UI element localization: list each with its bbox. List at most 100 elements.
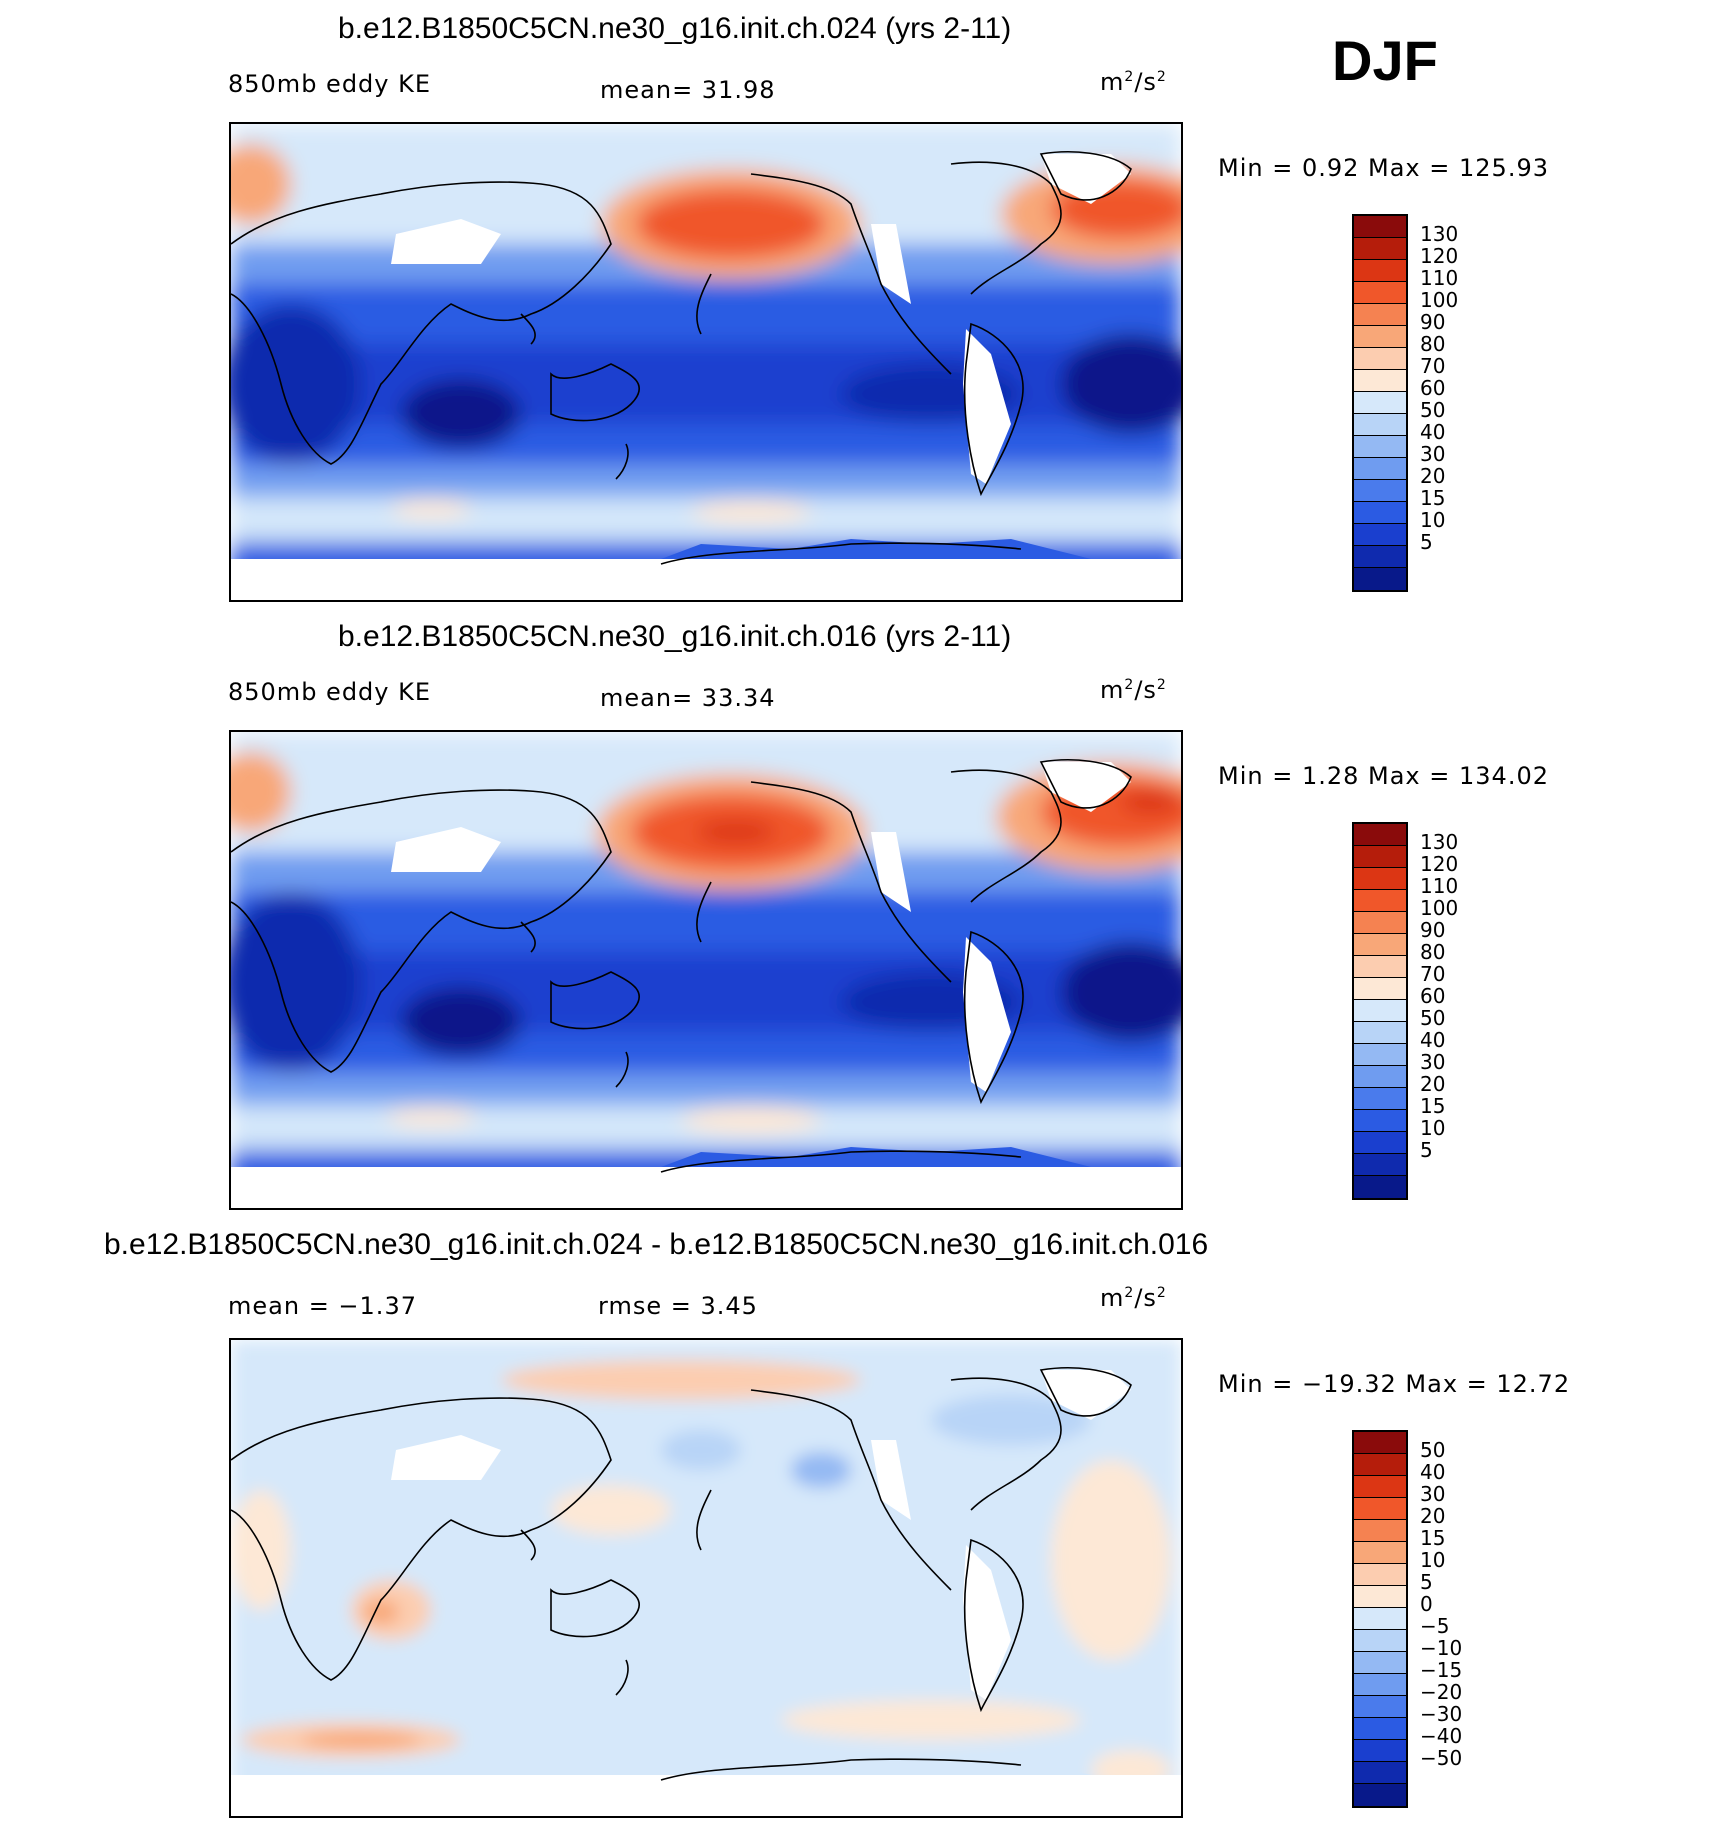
colorbar-tick-label: 40	[1420, 1460, 1446, 1484]
colorbar-segment	[1354, 1608, 1406, 1630]
colorbar-tick-label: 100	[1420, 896, 1459, 920]
colorbar-tick-label: 60	[1420, 984, 1446, 1008]
colorbar-segment	[1354, 1564, 1406, 1586]
panel-2-minmax: Min = 1.28 Max = 134.02	[1218, 762, 1549, 790]
colorbar-tick-label: 90	[1420, 310, 1446, 334]
colorbar-segment	[1354, 480, 1406, 502]
colorbar-segment	[1354, 1718, 1406, 1740]
panel-3-colorbar-labels: 50 40 30 20 15 10 5 0 −5 −10 −15 −20 −30 −40 −50	[1420, 1438, 1480, 1784]
colorbar-segment	[1354, 238, 1406, 260]
panel-1-variable-label: 850mb eddy KE	[228, 70, 432, 98]
panel-3-colorbar	[1352, 1430, 1408, 1808]
colorbar-tick-label: −20	[1420, 1680, 1463, 1704]
colorbar-segment	[1354, 956, 1406, 978]
colorbar-tick-label: 40	[1420, 420, 1446, 444]
colorbar-segment	[1354, 326, 1406, 348]
colorbar-tick-label: 5	[1420, 1570, 1433, 1594]
colorbar-segment	[1354, 1022, 1406, 1044]
panel-2-colorbar	[1352, 822, 1408, 1200]
panel-1-mean-label: mean= 31.98	[600, 76, 776, 104]
colorbar-tick-label: 30	[1420, 1050, 1446, 1074]
colorbar-tick-label: 5	[1420, 530, 1433, 554]
colorbar-tick-label: 120	[1420, 244, 1459, 268]
colorbar-segment	[1354, 524, 1406, 546]
colorbar-segment	[1354, 1110, 1406, 1132]
colorbar-segment	[1354, 1696, 1406, 1718]
colorbar-tick-label: 90	[1420, 918, 1446, 942]
colorbar-segment	[1354, 458, 1406, 480]
panel-1-units: m2/s2	[1100, 68, 1167, 96]
panel-3-rmse-label: rmse = 3.45	[598, 1292, 758, 1320]
colorbar-tick-label: 120	[1420, 852, 1459, 876]
colorbar-tick-label: −50	[1420, 1746, 1463, 1770]
colorbar-segment	[1354, 1674, 1406, 1696]
colorbar-tick-label: 15	[1420, 486, 1446, 510]
colorbar-segment	[1354, 502, 1406, 524]
colorbar-segment	[1354, 1586, 1406, 1608]
colorbar-segment	[1354, 1088, 1406, 1110]
panel-2-variable-label: 850mb eddy KE	[228, 678, 432, 706]
colorbar-segment	[1354, 216, 1406, 238]
colorbar-tick-label: 20	[1420, 464, 1446, 488]
colorbar-segment	[1354, 546, 1406, 568]
colorbar-tick-label: 20	[1420, 1504, 1446, 1528]
panel-2-mean-label: mean= 33.34	[600, 684, 776, 712]
colorbar-segment	[1354, 1432, 1406, 1454]
panel-1-map	[229, 122, 1183, 602]
colorbar-tick-label: 5	[1420, 1138, 1433, 1162]
panel-2-units: m2/s2	[1100, 676, 1167, 704]
panel-1-minmax: Min = 0.92 Max = 125.93	[1218, 154, 1549, 182]
colorbar-tick-label: −30	[1420, 1702, 1463, 1726]
colorbar-segment	[1354, 436, 1406, 458]
colorbar-tick-label: 50	[1420, 1006, 1446, 1030]
colorbar-tick-label: 30	[1420, 442, 1446, 466]
panel-1-title: b.e12.B1850C5CN.ne30_g16.init.ch.024 (yr…	[338, 12, 1012, 45]
panel-2-map	[229, 730, 1183, 1210]
colorbar-tick-label: 10	[1420, 1116, 1446, 1140]
colorbar-segment	[1354, 348, 1406, 370]
panel-3-mean-label: mean = −1.37	[228, 1292, 417, 1320]
colorbar-tick-label: 130	[1420, 222, 1459, 246]
colorbar-segment	[1354, 1066, 1406, 1088]
colorbar-tick-label: 0	[1420, 1592, 1433, 1616]
panel-3-map	[229, 1338, 1183, 1818]
panel-2-title: b.e12.B1850C5CN.ne30_g16.init.ch.016 (yr…	[338, 620, 1012, 653]
colorbar-segment	[1354, 1000, 1406, 1022]
colorbar-segment	[1354, 890, 1406, 912]
colorbar-segment	[1354, 1176, 1406, 1198]
colorbar-tick-label: −15	[1420, 1658, 1463, 1682]
colorbar-tick-label: 100	[1420, 288, 1459, 312]
panel-3-minmax: Min = −19.32 Max = 12.72	[1218, 1370, 1571, 1398]
panel-2-map-field	[231, 732, 1181, 1208]
colorbar-segment	[1354, 392, 1406, 414]
colorbar-tick-label: 80	[1420, 940, 1446, 964]
colorbar-segment	[1354, 846, 1406, 868]
panel-3-units: m2/s2	[1100, 1284, 1167, 1312]
colorbar-segment	[1354, 260, 1406, 282]
colorbar-segment	[1354, 868, 1406, 890]
panel-1-colorbar-labels: 130 120 110 100 90 80 70 60 50 40 30 20 15 10 5	[1420, 222, 1480, 568]
colorbar-tick-label: 10	[1420, 508, 1446, 532]
colorbar-segment	[1354, 1476, 1406, 1498]
colorbar-tick-label: 110	[1420, 266, 1459, 290]
colorbar-segment	[1354, 1498, 1406, 1520]
season-label: DJF	[1332, 29, 1438, 92]
colorbar-segment	[1354, 414, 1406, 436]
colorbar-segment	[1354, 1542, 1406, 1564]
colorbar-segment	[1354, 1044, 1406, 1066]
colorbar-segment	[1354, 978, 1406, 1000]
colorbar-tick-label: 130	[1420, 830, 1459, 854]
colorbar-segment	[1354, 1784, 1406, 1806]
colorbar-segment	[1354, 1154, 1406, 1176]
colorbar-segment	[1354, 1520, 1406, 1542]
colorbar-tick-label: 110	[1420, 874, 1459, 898]
colorbar-segment	[1354, 568, 1406, 590]
colorbar-tick-label: 40	[1420, 1028, 1446, 1052]
colorbar-segment	[1354, 370, 1406, 392]
panel-3-map-field	[231, 1340, 1181, 1816]
colorbar-tick-label: 60	[1420, 376, 1446, 400]
colorbar-tick-label: 15	[1420, 1526, 1446, 1550]
colorbar-segment	[1354, 1454, 1406, 1476]
colorbar-segment	[1354, 1132, 1406, 1154]
colorbar-tick-label: 30	[1420, 1482, 1446, 1506]
